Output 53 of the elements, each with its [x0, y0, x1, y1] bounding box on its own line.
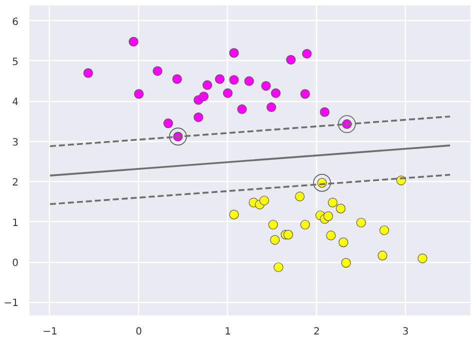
point — [152, 66, 162, 76]
point — [338, 238, 348, 248]
x-tick-label: 0 — [136, 326, 142, 337]
x-tick-label: 3 — [402, 326, 409, 337]
point — [270, 88, 281, 98]
point — [237, 104, 247, 114]
point — [294, 192, 305, 202]
point — [286, 54, 296, 65]
point — [341, 258, 351, 268]
point — [128, 36, 138, 46]
point — [259, 196, 270, 206]
y-tick-label: 4 — [12, 97, 19, 108]
y-tick-label: 3 — [12, 137, 19, 148]
point — [418, 254, 428, 264]
point — [336, 204, 346, 214]
point — [320, 107, 330, 117]
point — [270, 235, 280, 245]
point — [274, 262, 284, 272]
point — [229, 75, 239, 85]
point — [328, 198, 338, 208]
point — [302, 48, 312, 59]
y-tick-label: −1 — [4, 298, 19, 310]
point — [83, 68, 93, 78]
point — [300, 220, 310, 230]
y-tick-label: 1 — [12, 218, 19, 229]
point — [244, 76, 254, 86]
y-tick-label: 2 — [12, 178, 19, 189]
y-tick-label: 5 — [12, 56, 19, 68]
point — [134, 89, 144, 99]
point — [194, 112, 204, 122]
point — [300, 89, 310, 99]
point — [378, 250, 388, 260]
point — [268, 220, 278, 230]
point — [172, 74, 182, 84]
point — [261, 81, 271, 91]
x-tick-label: 1 — [224, 326, 231, 337]
point — [214, 74, 225, 84]
point — [229, 48, 239, 58]
point — [198, 92, 209, 102]
y-tick-label: 6 — [12, 16, 19, 28]
point — [356, 218, 366, 228]
point — [229, 210, 239, 220]
point — [266, 102, 276, 112]
x-tick-label: −1 — [42, 326, 58, 337]
point — [379, 225, 390, 236]
point — [222, 88, 233, 98]
x-tick-label: 2 — [314, 326, 320, 337]
y-tick-label: 0 — [12, 258, 19, 270]
point — [326, 230, 336, 240]
point — [283, 230, 294, 240]
point — [323, 211, 334, 221]
point — [202, 80, 212, 90]
point — [163, 118, 173, 128]
